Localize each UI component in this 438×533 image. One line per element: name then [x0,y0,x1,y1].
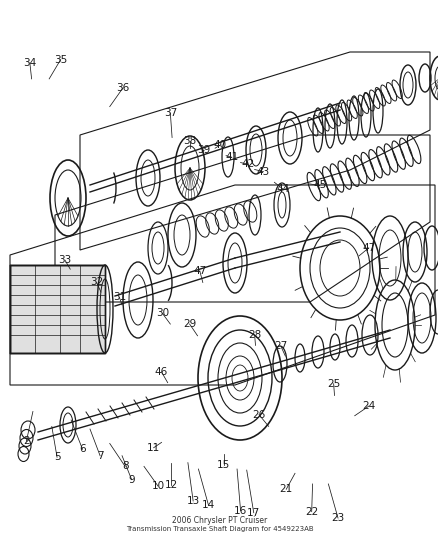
Text: 6: 6 [79,445,86,454]
Text: 47: 47 [193,266,206,276]
Text: 17: 17 [247,508,260,518]
Text: 34: 34 [23,58,36,68]
Text: 29: 29 [183,319,196,329]
Text: 44: 44 [276,184,289,194]
Text: 24: 24 [361,401,374,411]
Text: 9: 9 [128,475,135,484]
Text: 37: 37 [163,108,177,118]
Text: 43: 43 [256,167,269,176]
Text: 42: 42 [241,159,254,169]
Text: 26: 26 [252,410,265,419]
Text: 27: 27 [274,342,287,351]
Bar [10,265,105,353]
Text: 33: 33 [58,255,71,265]
Text: 38: 38 [183,136,196,146]
Text: 39: 39 [197,146,210,155]
Text: 16: 16 [233,506,247,515]
Text: Transmission Transaxle Shaft Diagram for 4549223AB: Transmission Transaxle Shaft Diagram for… [125,526,313,532]
Text: 5: 5 [53,453,60,462]
Text: 46: 46 [155,367,168,377]
Text: 14: 14 [201,500,215,510]
Text: 12: 12 [164,480,177,490]
Text: 2: 2 [23,437,30,446]
Text: 28: 28 [247,330,261,340]
Text: 2006 Chrysler PT Cruiser: 2006 Chrysler PT Cruiser [172,516,266,525]
Text: 8: 8 [121,462,128,471]
Text: 21: 21 [279,484,292,494]
Text: 11: 11 [147,443,160,453]
Text: 40: 40 [213,140,226,150]
Bar [10,265,105,353]
Text: 15: 15 [217,460,230,470]
Text: 23: 23 [331,513,344,523]
Text: 22: 22 [304,507,318,516]
Text: 10: 10 [151,481,164,491]
Text: 25: 25 [326,379,339,389]
Text: 45: 45 [312,181,325,190]
Text: 30: 30 [155,309,169,318]
Text: 13: 13 [186,496,199,506]
Text: 36: 36 [116,83,129,93]
Text: 31: 31 [113,293,126,302]
Text: 41: 41 [225,152,238,162]
Text: 7: 7 [96,451,103,461]
Text: 32: 32 [90,278,103,287]
Text: 47: 47 [361,243,374,253]
Text: 35: 35 [54,55,67,64]
